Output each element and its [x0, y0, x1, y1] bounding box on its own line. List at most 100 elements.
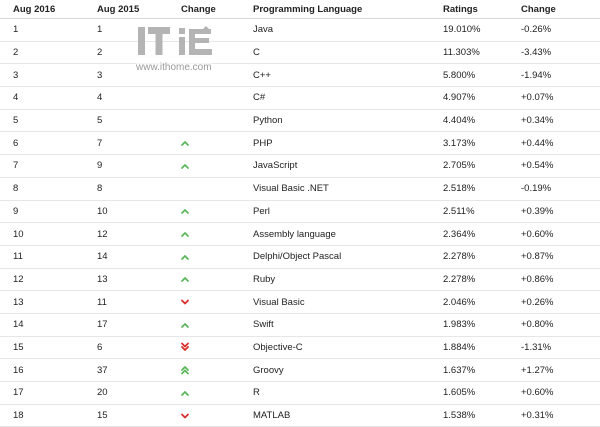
change-arrow — [180, 93, 190, 103]
rank-current-cell: 17 — [0, 381, 84, 405]
ratings-cell: 5.800% — [430, 63, 508, 88]
ratings-cell: 1.538% — [430, 404, 508, 427]
change-arrow — [180, 252, 190, 262]
table-row: 18 15 MATLAB 1.538% +0.31% — [0, 404, 600, 427]
ratings-cell: 4.404% — [430, 109, 508, 133]
rank-current-cell: 10 — [0, 222, 84, 246]
arrow-up-icon — [181, 390, 189, 396]
table-row: 10 12 Assembly language 2.364% +0.60% — [0, 222, 600, 246]
ithome-watermark: www.ithome.com — [133, 24, 248, 80]
rank-previous-cell: 20 — [84, 381, 168, 405]
change-arrow-cell — [168, 358, 240, 382]
table-row: 9 10 Perl 2.511% +0.39% — [0, 200, 600, 224]
ratings-cell: 2.046% — [430, 290, 508, 314]
ratings-cell: 2.511% — [430, 200, 508, 224]
rank-previous-cell: 6 — [84, 336, 168, 360]
rank-current-cell: 6 — [0, 131, 84, 156]
rank-current-cell: 11 — [0, 245, 84, 269]
ratings-change-cell: -0.19% — [508, 177, 600, 201]
language-cell: Perl — [240, 200, 430, 224]
rank-current-cell: 9 — [0, 200, 84, 224]
change-arrow-cell — [168, 109, 240, 133]
language-cell: R — [240, 381, 430, 405]
table-row: 1 1 Java 19.010% -0.26% — [0, 18, 600, 42]
change-arrow-cell — [168, 222, 240, 246]
header-row: Aug 2016 Aug 2015 Change Programming Lan… — [0, 0, 600, 19]
arrow-up-icon — [181, 277, 189, 283]
arrow-up-icon — [181, 141, 189, 147]
change-arrow-cell — [168, 86, 240, 110]
rank-current-cell: 2 — [0, 41, 84, 65]
rank-previous-cell: 2 — [84, 41, 168, 65]
rank-current-cell: 8 — [0, 177, 84, 201]
language-cell: Groovy — [240, 358, 430, 382]
change-arrow — [180, 320, 190, 330]
arrow-down-icon — [181, 299, 189, 305]
language-cell: Objective-C — [240, 336, 430, 360]
ratings-change-cell: +1.27% — [508, 358, 600, 382]
ratings-change-cell: -1.31% — [508, 336, 600, 360]
header-current-rank: Aug 2016 — [0, 0, 84, 19]
double-arrow-down-icon — [181, 343, 189, 352]
table-row: 2 2 C 11.303% -3.43% — [0, 41, 600, 65]
header-language: Programming Language — [240, 0, 430, 19]
table-header: Aug 2016 Aug 2015 Change Programming Lan… — [0, 0, 600, 19]
header-ratings: Ratings — [430, 0, 508, 19]
language-cell: Java — [240, 18, 430, 42]
change-arrow — [180, 206, 190, 216]
rank-previous-cell: 11 — [84, 290, 168, 314]
change-arrow — [180, 161, 190, 171]
ratings-change-cell: +0.60% — [508, 222, 600, 246]
table-row: 16 37 Groovy 1.637% +1.27% — [0, 358, 600, 382]
table-row: 11 14 Delphi/Object Pascal 2.278% +0.87% — [0, 245, 600, 269]
rank-current-cell: 16 — [0, 358, 84, 382]
rank-previous-cell: 37 — [84, 358, 168, 382]
change-arrow — [180, 138, 190, 148]
language-cell: Visual Basic — [240, 290, 430, 314]
language-cell: C — [240, 41, 430, 65]
table-body: 1 1 Java 19.010% -0.26% 2 2 C 11.303% -3.43% 3 3 C++… — [0, 18, 600, 427]
ratings-cell: 2.278% — [430, 268, 508, 292]
change-arrow — [180, 297, 190, 307]
language-cell: Python — [240, 109, 430, 133]
change-arrow-cell — [168, 336, 240, 360]
ratings-cell: 3.173% — [430, 131, 508, 156]
ratings-change-cell: +0.39% — [508, 200, 600, 224]
ithome-logo-icon — [138, 26, 212, 55]
language-cell: JavaScript — [240, 154, 430, 178]
header-previous-rank: Aug 2015 — [84, 0, 168, 19]
rank-previous-cell: 8 — [84, 177, 168, 201]
ratings-change-cell: +0.87% — [508, 245, 600, 269]
language-cell: Visual Basic .NET — [240, 177, 430, 201]
arrow-up-icon — [181, 232, 189, 237]
change-arrow-cell — [168, 245, 240, 269]
arrow-down-icon — [181, 413, 189, 418]
change-arrow — [180, 411, 190, 421]
language-cell: MATLAB — [240, 404, 430, 427]
change-arrow — [180, 388, 190, 398]
ratings-cell: 2.705% — [430, 154, 508, 178]
ratings-cell: 11.303% — [430, 41, 508, 65]
table-row: 8 8 Visual Basic .NET 2.518% -0.19% — [0, 177, 600, 201]
ratings-cell: 1.637% — [430, 358, 508, 382]
rank-current-cell: 14 — [0, 313, 84, 337]
table-row: 12 13 Ruby 2.278% +0.86% — [0, 268, 600, 292]
table-row: 17 20 R 1.605% +0.60% — [0, 381, 600, 405]
ratings-change-cell: +0.86% — [508, 268, 600, 292]
rank-current-cell: 13 — [0, 290, 84, 314]
change-arrow-cell — [168, 268, 240, 292]
rank-previous-cell: 17 — [84, 313, 168, 337]
language-cell: C# — [240, 86, 430, 110]
ratings-change-cell: +0.34% — [508, 109, 600, 133]
rank-current-cell: 4 — [0, 86, 84, 110]
language-cell: Delphi/Object Pascal — [240, 245, 430, 269]
ratings-change-cell: -3.43% — [508, 41, 600, 65]
change-arrow-cell — [168, 154, 240, 178]
table-row: 15 6 Objective-C 1.884% -1.31% — [0, 336, 600, 360]
arrow-up-icon — [181, 254, 189, 260]
ratings-cell: 1.884% — [430, 336, 508, 360]
change-arrow-cell — [168, 131, 240, 156]
table-row: 5 5 Python 4.404% +0.34% — [0, 109, 600, 133]
change-arrow-cell — [168, 290, 240, 314]
